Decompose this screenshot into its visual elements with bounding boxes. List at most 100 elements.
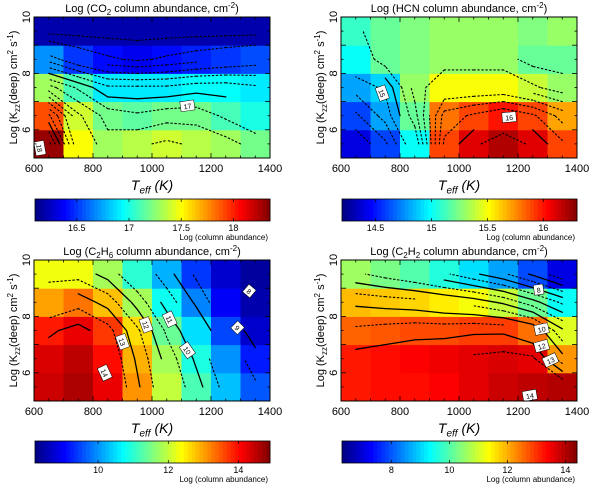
heatmap-cell — [429, 73, 460, 103]
contour-dotted — [48, 308, 128, 388]
contour-solid — [243, 329, 256, 349]
colorbar-segment — [389, 441, 394, 463]
heatmap-cell — [211, 17, 241, 46]
colorbar-segment — [93, 441, 99, 463]
colorbar-segment — [510, 441, 515, 463]
colorbar-segment — [58, 199, 63, 221]
x-tick-label: 1200 — [506, 163, 530, 175]
colorbar-segment — [215, 441, 220, 463]
heatmap-cell — [400, 73, 430, 103]
colorbar-segment — [38, 441, 44, 463]
heatmap-cell — [63, 344, 94, 374]
colorbar-segment — [428, 199, 433, 221]
x-tick-label: 800 — [84, 163, 102, 175]
heatmap-cell — [488, 45, 519, 74]
colorbar-segment — [549, 441, 554, 463]
colorbar-segment — [561, 199, 566, 221]
x-tick-label: 600 — [332, 406, 350, 418]
colorbar-segment — [50, 199, 55, 221]
colorbar-segment — [262, 441, 267, 463]
heatmap-cell — [63, 260, 94, 289]
heatmap-cell — [459, 260, 489, 289]
contour-lines — [48, 273, 256, 388]
contour-solid — [173, 273, 212, 332]
contour-dotted — [48, 108, 70, 145]
y-tick-label: 10 — [21, 11, 33, 23]
heatmap-cell — [459, 344, 489, 374]
colorbar-segment — [349, 199, 355, 221]
colorbar-segment — [226, 199, 232, 221]
colorbar-segment — [168, 199, 173, 221]
heatmap-cell — [240, 101, 271, 131]
heatmap-cell — [122, 288, 153, 317]
heatmap-cell — [152, 17, 182, 46]
heatmap-cell — [240, 129, 271, 159]
colorbar-segment — [471, 199, 476, 221]
contour-dotted — [48, 90, 183, 145]
heatmap-cell — [488, 260, 519, 289]
colorbar-segment — [50, 441, 55, 463]
colorbar-segment — [199, 199, 204, 221]
colorbar-segment — [113, 441, 118, 463]
contour-label: 8 — [532, 283, 545, 296]
heatmap-cell — [122, 260, 153, 289]
colorbar-segment — [483, 199, 488, 221]
heatmap-cell — [518, 129, 548, 159]
colorbar-segment — [250, 441, 255, 463]
colorbar-segment — [506, 441, 511, 463]
contour-label: 16 — [501, 111, 517, 123]
colorbar-segment — [223, 441, 228, 463]
y-tick-label: 10 — [328, 11, 340, 23]
colorbar-segment — [373, 441, 378, 463]
heatmap-cell — [240, 344, 271, 374]
heatmap-cell — [370, 344, 401, 374]
heatmap-cell — [152, 372, 182, 402]
contour-solid — [48, 72, 227, 100]
contour-label: 12 — [138, 316, 154, 334]
heatmap-cell — [341, 129, 371, 159]
contour-dotted — [48, 279, 154, 388]
colorbar-segment — [183, 199, 189, 221]
contour-solid — [384, 77, 401, 117]
colorbar-frame — [341, 198, 578, 222]
colorbar-segment — [439, 441, 445, 463]
heatmap-cell — [400, 260, 430, 289]
chart-title: Log (C2H6 column abundance, cm-2) — [63, 244, 240, 260]
heatmap-cell — [122, 17, 153, 46]
colorbar-segment — [573, 199, 578, 221]
colorbar-segment — [172, 199, 177, 221]
colorbar-segment — [234, 199, 240, 221]
colorbar-tick-label: 12 — [502, 465, 512, 475]
colorbar-segment — [54, 199, 59, 221]
colorbar-segment — [569, 441, 574, 463]
colorbar-segment — [463, 199, 468, 221]
colorbar-segment — [230, 199, 236, 221]
contour-dotted — [365, 273, 563, 322]
x-axis-label: Teff (K) — [438, 177, 480, 197]
y-axis: 6 8 10 — [21, 11, 270, 159]
colorbar-segment — [152, 441, 157, 463]
colorbar-segment — [54, 441, 59, 463]
heatmap-cell — [459, 288, 489, 317]
heatmap-cell — [341, 288, 371, 317]
colorbar-segment — [125, 441, 130, 463]
colorbar-segment — [207, 199, 212, 221]
colorbar-segment — [545, 441, 550, 463]
colorbar-segment — [168, 441, 173, 463]
colorbar-segment — [179, 199, 185, 221]
heatmap-cell — [370, 372, 401, 402]
colorbar-segment — [404, 441, 409, 463]
heatmap-cell — [240, 316, 271, 346]
contour-label-text: 16 — [505, 115, 513, 123]
colorbar-segment — [183, 441, 189, 463]
colorbar-segment — [140, 199, 146, 221]
colorbar-segment — [369, 441, 374, 463]
colorbar-segment — [502, 199, 507, 221]
colorbar-segment — [537, 199, 543, 221]
x-tick-label: 800 — [391, 406, 409, 418]
heatmap-cell — [429, 101, 460, 131]
colorbar-segment — [207, 441, 212, 463]
colorbar-segment — [62, 199, 67, 221]
